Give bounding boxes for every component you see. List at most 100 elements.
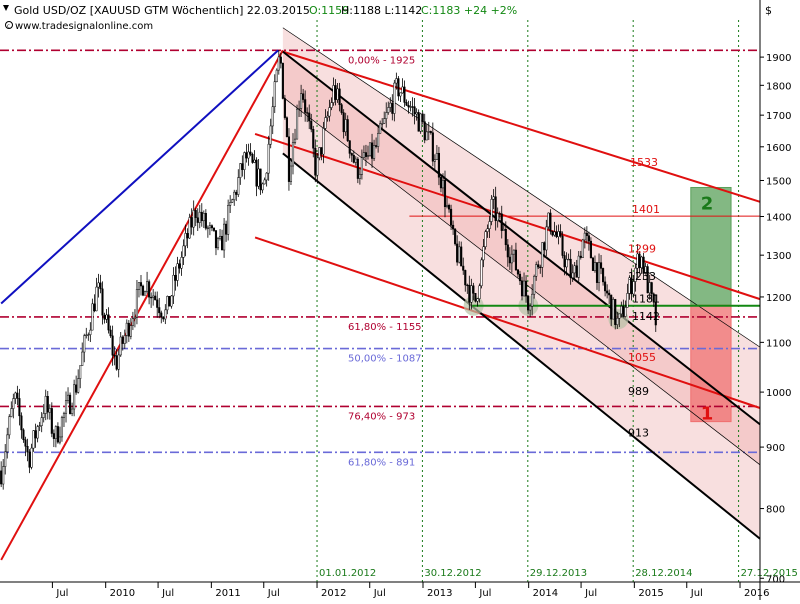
price-candle [289,158,293,185]
y-tick-label: 1900 [766,53,791,64]
price-candle [308,104,311,130]
trend-line [0,49,279,305]
price-candle [547,212,550,230]
price-candle [346,115,349,142]
price-candle [273,74,276,114]
price-candle [648,274,651,300]
price-candle [531,284,534,316]
price-candle [545,219,548,257]
price-candle [127,320,130,342]
price-candle [166,295,169,315]
y-tick-label: 800 [766,505,785,516]
price-candle [107,307,110,334]
price-candle [56,422,59,444]
price-candle [488,215,491,238]
price-candle [239,163,242,185]
price-candle [281,62,284,100]
price-candle [52,429,55,448]
price-candle [350,152,353,162]
price-candle [476,298,479,307]
price-candle [152,288,155,306]
price-candle [634,263,637,292]
price-candle [636,243,639,278]
plot-background-layer [282,20,760,582]
price-candle [608,289,611,305]
price-candle [535,261,538,281]
fib-level-label: 61,80% - 891 [348,457,415,468]
price-candle [81,342,84,366]
price-candle [518,270,522,285]
price-candle [320,147,323,161]
price-candle [198,204,201,229]
price-candle [255,157,258,197]
price-candle [362,145,365,159]
price-candle [344,112,347,136]
price-candle [202,210,205,229]
price-candle [391,94,394,121]
price-candle [405,99,408,106]
price-candle [200,203,203,227]
date-marker-label: 28.12.2014 [635,568,692,579]
price-candle [492,189,495,210]
channel-boundary [282,152,761,540]
price-candle [373,139,376,161]
price-candle [40,412,43,433]
price-candle [188,213,191,239]
price-candle [83,333,86,363]
price-candle [115,348,118,371]
date-marker-label: 29.12.2013 [530,568,587,579]
channel-boundary [282,50,761,426]
price-candle [334,79,337,106]
price-candle [144,290,147,296]
price-candle [595,262,599,290]
price-candle [474,293,477,303]
price-candle [514,242,517,271]
price-candle [387,101,390,115]
price-candle [137,282,141,298]
price-candle [652,292,655,307]
price-candle [113,346,116,366]
price-candle [533,274,536,299]
collapse-triangle-icon[interactable] [3,5,9,11]
price-candle [32,429,35,452]
price-candle [22,428,25,443]
price-candle [381,118,384,131]
price-candle [28,449,31,474]
price-candle [450,204,453,231]
price-candle [79,365,82,389]
price-candle [34,423,37,448]
price-candle [259,168,262,195]
price-candle [606,284,609,299]
price-candle [579,250,582,260]
price-candle [69,392,72,415]
price-candle [184,224,187,257]
price-candle [24,436,27,457]
trend-line [254,236,761,409]
price-candle [478,283,481,303]
trend-line [0,49,284,561]
price-candle [508,247,511,270]
price-candle [539,264,542,274]
price-candle [644,262,647,275]
price-candle [640,255,643,274]
price-candle [275,68,278,83]
channel-inner-line [282,27,761,348]
price-candle [158,297,161,319]
price-candle [448,203,451,213]
price-candle [439,174,442,193]
price-candle [322,121,325,164]
price-candle [119,332,122,357]
price-candle [174,266,177,291]
price-candle [551,230,554,237]
price-candle [257,159,260,190]
price-candle [265,172,268,187]
y-tick-label: 1700 [766,111,791,122]
ohlc-close: C:1183 +24 +2% [421,4,517,17]
price-candle [561,231,564,259]
trend-line [254,132,761,301]
x-tick-label: 2014 [533,588,558,599]
price-candle [44,389,47,421]
price-candle [300,84,303,117]
price-candle [443,170,447,218]
